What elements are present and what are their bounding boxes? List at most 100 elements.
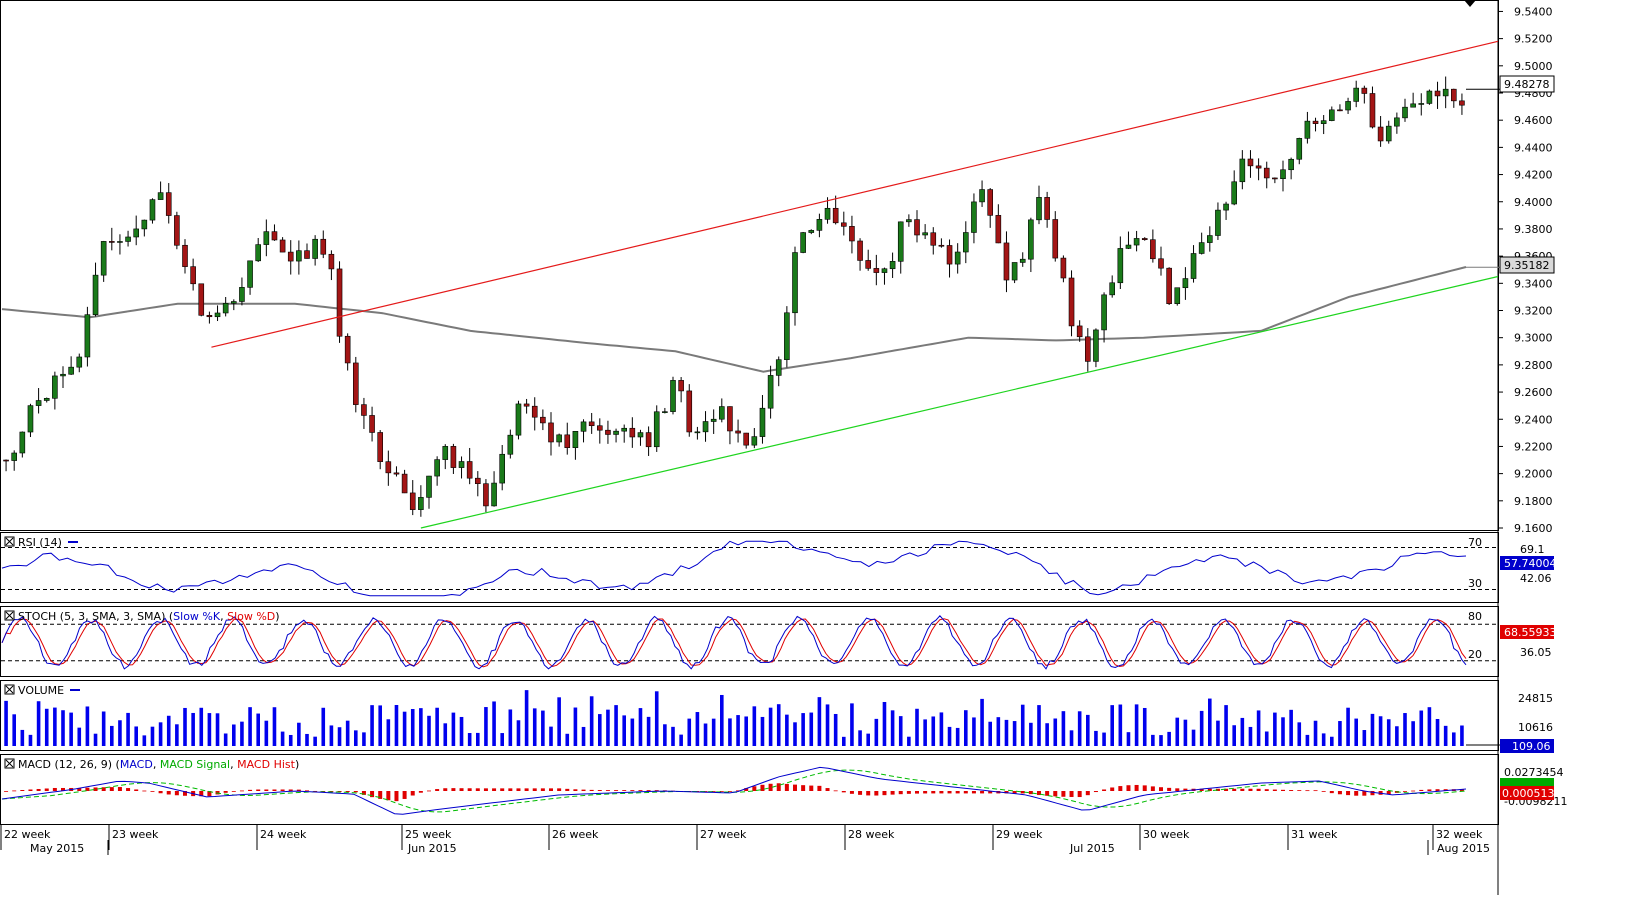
candle-body (11, 452, 17, 461)
volume-bar (69, 712, 73, 746)
candle-body (369, 415, 375, 433)
macd-hist-bar (1012, 791, 1017, 794)
candle-body (174, 215, 180, 246)
volume-bar (1110, 705, 1114, 746)
macd-hist-bar (158, 791, 163, 794)
rsi-panel[interactable] (0, 532, 1499, 603)
volume-bar (663, 724, 667, 746)
macd-hist-bar (101, 787, 106, 791)
volume-bar (679, 734, 683, 746)
volume-bar (354, 730, 358, 746)
macd-hist-bar (980, 791, 985, 794)
macd-hist-bar (1321, 791, 1326, 792)
candle-body (865, 260, 872, 269)
volume-bar (20, 729, 25, 746)
macd-hist-bar (955, 791, 960, 794)
candle-body (751, 436, 758, 446)
candle-body (1337, 109, 1343, 112)
macd-hist-bar (386, 791, 391, 801)
candle-body (52, 375, 58, 399)
macd-hist-bar (174, 791, 179, 796)
stoch-axis-label: 36.05 (1520, 646, 1552, 659)
volume-bar (549, 726, 553, 746)
stoch-title: STOCH (5, 3, SMA, 3, SMA) (18, 610, 165, 623)
macd-hist-bar (752, 786, 757, 791)
macd-hist-bar (963, 791, 968, 794)
candle-body (328, 253, 335, 270)
volume-bar (931, 716, 936, 746)
volume-bar (866, 733, 870, 746)
macd-hist-bar (1240, 788, 1245, 791)
candle-body (165, 192, 172, 216)
candle-body (352, 362, 359, 405)
candle-body (1288, 158, 1294, 171)
macd-hist-bar (614, 790, 619, 791)
volume-bar (1012, 721, 1017, 746)
macd-hist-bar (1411, 790, 1416, 792)
macd-hist-bar (459, 788, 464, 791)
ma-line (1, 266, 1467, 373)
stoch-current-label: 68.55933 (1504, 626, 1557, 639)
volume-bar (191, 712, 195, 746)
volume-bar (329, 725, 334, 746)
macd-hist-bar (1370, 791, 1375, 796)
volume-bar (703, 723, 708, 746)
macd-hist-bar (817, 785, 822, 791)
macd-hist-bar (1386, 791, 1391, 795)
macd-hist-bar (793, 784, 797, 791)
macd-hist-bar (1459, 789, 1464, 791)
volume-bar (93, 733, 98, 746)
stoch-panel[interactable] (0, 606, 1499, 677)
candle-body (1215, 209, 1221, 236)
candle-body (1166, 267, 1172, 304)
price-tick-label: 9.3200 (1514, 305, 1553, 318)
macd-hist-bar (1118, 786, 1123, 791)
volume-bar (606, 709, 610, 746)
macd-hist-bar (646, 790, 651, 791)
macd-line (1, 766, 1467, 815)
volume-bar (53, 707, 57, 746)
volume-bar (687, 718, 692, 746)
macd-hist-bar (166, 791, 171, 795)
candle-body (710, 418, 717, 422)
candle-body (1019, 258, 1026, 263)
volume-bar (736, 715, 740, 746)
volume-bar (150, 726, 155, 746)
macd-hist-bar (1061, 791, 1066, 797)
macd-hist-bar (1069, 791, 1074, 797)
stoch-k-label: Slow %K (173, 610, 221, 623)
candle-body (962, 232, 969, 253)
macd-hist-bar (882, 791, 887, 796)
macd-signal-label: MACD Signal (160, 758, 230, 771)
candle-body (304, 250, 310, 259)
scroll-marker-icon[interactable] (1464, 0, 1476, 7)
week-label: 24 week (260, 828, 307, 841)
volume-bar (882, 701, 887, 746)
candle-body (222, 303, 229, 314)
volume-bar (1167, 731, 1171, 746)
candle-body (1101, 294, 1107, 331)
macd-hist-bar (1313, 790, 1318, 792)
candle-body (548, 422, 554, 443)
volume-bar (1460, 725, 1464, 746)
volume-bar (744, 716, 748, 746)
volume-bar (199, 707, 204, 746)
macd-hist-bar (142, 790, 147, 792)
macd-hist-bar (858, 791, 863, 795)
volume-bar (1395, 726, 1399, 746)
volume-bar (1118, 704, 1123, 746)
volume-bar (1086, 714, 1090, 746)
volume-bar (175, 724, 179, 746)
macd-hist-bar (1028, 791, 1033, 795)
macd-title: MACD (12, 26, 9) (18, 758, 112, 771)
volume-bar (232, 724, 236, 746)
volume-bar (1232, 725, 1236, 746)
volume-bar (858, 730, 862, 746)
candle-body (840, 222, 847, 227)
volume-bar (955, 727, 960, 746)
rsi-level-high: 70 (1468, 536, 1482, 549)
macd-hist-bar (744, 788, 749, 791)
candle-body (971, 201, 977, 233)
macd-hist-bar (549, 788, 553, 791)
price-tick-label: 9.5200 (1514, 33, 1553, 46)
